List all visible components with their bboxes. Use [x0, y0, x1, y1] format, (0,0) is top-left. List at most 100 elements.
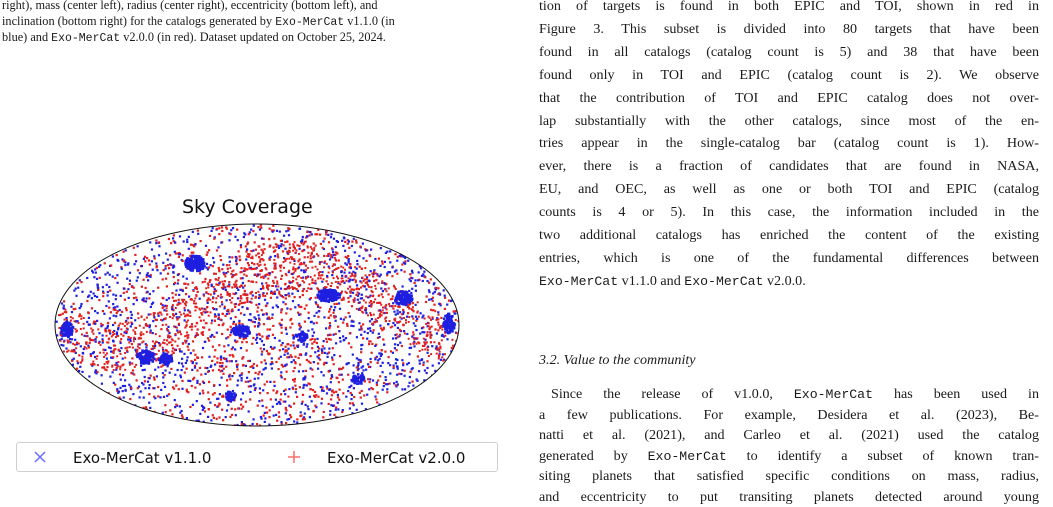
sky-point	[365, 249, 368, 252]
sky-point	[328, 267, 331, 270]
sky-point	[106, 341, 109, 344]
sky-point	[149, 331, 152, 334]
sky-point	[102, 348, 105, 351]
sky-point	[210, 322, 213, 325]
sky-point	[73, 348, 76, 352]
sky-point	[394, 317, 397, 320]
sky-point	[228, 354, 231, 357]
sky-point	[120, 328, 123, 331]
sky-point	[66, 324, 69, 328]
sky-point	[437, 287, 440, 290]
sky-point	[119, 365, 122, 368]
sky-point	[164, 357, 168, 361]
sky-point	[98, 265, 101, 268]
sky-point	[182, 275, 185, 278]
sky-point	[371, 272, 374, 275]
sky-point	[155, 359, 158, 362]
sky-point	[180, 333, 183, 336]
sky-point	[429, 341, 432, 344]
sky-point	[269, 296, 272, 299]
sky-point	[207, 339, 211, 342]
sky-point	[255, 292, 257, 294]
sky-point	[201, 346, 205, 350]
sky-point	[207, 292, 210, 295]
sky-point	[274, 267, 277, 270]
sky-point	[106, 294, 109, 297]
sky-point	[382, 385, 385, 388]
sky-point	[141, 381, 144, 385]
sky-point	[161, 304, 164, 307]
sky-point	[321, 246, 324, 249]
sky-point	[403, 369, 406, 372]
sky-point	[246, 296, 249, 299]
sky-point	[302, 416, 306, 419]
sky-point	[439, 304, 442, 307]
sky-point	[110, 356, 113, 359]
sky-point	[432, 292, 435, 295]
sky-point	[282, 296, 285, 299]
sky-point	[211, 265, 214, 268]
sky-point	[257, 264, 260, 267]
sky-point	[338, 388, 341, 391]
sky-point	[341, 239, 344, 242]
sky-point	[225, 312, 229, 315]
sky-point	[225, 409, 229, 412]
sky-point	[374, 257, 377, 261]
sky-point	[167, 351, 170, 354]
sky-point	[380, 327, 383, 330]
sky-point	[247, 359, 250, 363]
sky-point	[173, 265, 176, 268]
sky-point	[329, 308, 332, 311]
sky-point	[93, 363, 96, 366]
sky-point	[236, 384, 239, 387]
sky-point	[196, 267, 199, 270]
sky-point	[309, 254, 312, 257]
sky-point	[155, 353, 158, 356]
sky-point	[323, 254, 326, 257]
sky-point	[177, 331, 180, 334]
sky-point	[189, 243, 193, 246]
sky-point	[306, 230, 309, 233]
sky-point	[228, 360, 231, 363]
sky-point	[197, 232, 200, 235]
sky-point	[367, 327, 370, 330]
sky-point	[196, 381, 199, 384]
sky-point	[280, 344, 283, 347]
sky-point	[214, 315, 216, 318]
sky-point	[383, 311, 386, 315]
sky-point	[414, 279, 417, 282]
sky-point	[195, 362, 198, 365]
sky-point	[142, 326, 145, 329]
sky-point	[177, 279, 180, 282]
sky-point	[210, 283, 213, 286]
sky-point	[329, 410, 332, 413]
sky-point	[206, 251, 209, 254]
text-segment: v2.0.0.	[763, 273, 806, 289]
sky-point	[273, 346, 276, 349]
sky-point	[146, 380, 150, 383]
sky-point	[389, 298, 392, 301]
sky-point	[185, 325, 188, 328]
sky-point	[160, 359, 164, 363]
sky-point	[210, 419, 213, 422]
sky-point	[358, 254, 361, 258]
sky-point	[293, 262, 296, 265]
sky-point	[329, 256, 332, 259]
sky-point	[146, 290, 149, 293]
sky-point	[404, 388, 407, 391]
sky-point	[196, 356, 200, 359]
sky-point	[122, 287, 125, 290]
sky-point	[185, 417, 188, 420]
sky-point	[426, 366, 429, 370]
sky-point	[291, 322, 294, 325]
sky-point	[250, 319, 253, 322]
sky-point	[276, 288, 279, 291]
sky-point	[329, 338, 332, 341]
sky-point	[78, 307, 81, 310]
sky-point	[201, 331, 204, 334]
sky-point	[74, 328, 77, 331]
sky-point	[201, 380, 204, 383]
sky-point	[288, 356, 291, 359]
sky-point	[184, 304, 187, 307]
sky-point	[141, 369, 144, 372]
